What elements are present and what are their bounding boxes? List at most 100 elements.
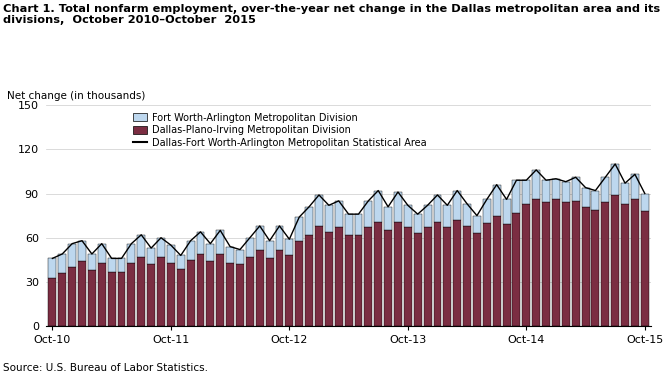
Bar: [305, 207, 313, 235]
Bar: [118, 272, 125, 326]
Bar: [68, 267, 76, 326]
Bar: [246, 257, 254, 326]
Bar: [256, 226, 264, 249]
Bar: [197, 254, 205, 326]
Bar: [641, 211, 649, 326]
Bar: [384, 207, 392, 230]
Bar: [187, 241, 195, 260]
Bar: [78, 241, 86, 261]
Bar: [592, 190, 600, 210]
Bar: [365, 201, 373, 227]
Bar: [612, 164, 619, 195]
Dallas-Fort Worth-Arlington Metropolitan Statistical Area: [562, 180, 570, 184]
Bar: [266, 258, 274, 326]
Bar: [345, 235, 353, 326]
Bar: [266, 241, 274, 258]
Bar: [562, 182, 570, 203]
Bar: [236, 264, 244, 326]
Bar: [641, 194, 649, 211]
Bar: [216, 254, 224, 326]
Bar: [483, 200, 491, 223]
Bar: [147, 248, 155, 264]
Bar: [325, 205, 333, 232]
Bar: [108, 272, 116, 326]
Bar: [493, 216, 501, 326]
Bar: [424, 227, 432, 326]
Dallas-Fort Worth-Arlington Metropolitan Statistical Area: [611, 162, 619, 166]
Bar: [286, 255, 293, 326]
Bar: [157, 257, 165, 326]
Bar: [98, 244, 106, 263]
Bar: [473, 233, 481, 326]
Bar: [355, 235, 363, 326]
Bar: [108, 258, 116, 272]
Bar: [78, 261, 86, 326]
Bar: [355, 214, 363, 235]
Bar: [394, 222, 402, 326]
Bar: [157, 238, 165, 257]
Bar: [572, 177, 580, 201]
Line: Dallas-Fort Worth-Arlington Metropolitan Statistical Area: Dallas-Fort Worth-Arlington Metropolitan…: [52, 164, 645, 258]
Bar: [463, 204, 471, 226]
Bar: [345, 214, 353, 235]
Bar: [404, 205, 412, 227]
Bar: [552, 200, 560, 326]
Bar: [335, 227, 343, 326]
Bar: [305, 235, 313, 326]
Legend: Fort Worth-Arlington Metropolitan Division, Dallas-Plano-Irving Metropolitan Div: Fort Worth-Arlington Metropolitan Divisi…: [130, 110, 430, 150]
Bar: [473, 216, 481, 233]
Bar: [177, 255, 185, 269]
Bar: [542, 202, 550, 326]
Bar: [582, 188, 590, 207]
Bar: [533, 170, 540, 200]
Bar: [414, 214, 422, 233]
Bar: [276, 249, 284, 326]
Bar: [483, 223, 491, 326]
Bar: [444, 205, 452, 227]
Dallas-Fort Worth-Arlington Metropolitan Statistical Area: [404, 203, 412, 207]
Bar: [286, 239, 293, 255]
Bar: [424, 205, 432, 227]
Bar: [562, 202, 570, 326]
Bar: [374, 190, 382, 222]
Bar: [147, 264, 155, 326]
Bar: [631, 174, 639, 200]
Bar: [513, 180, 521, 213]
Bar: [315, 195, 323, 226]
Bar: [137, 257, 145, 326]
Bar: [463, 226, 471, 326]
Bar: [118, 258, 125, 272]
Bar: [335, 201, 343, 227]
Bar: [187, 260, 195, 326]
Bar: [246, 238, 254, 257]
Bar: [394, 192, 402, 222]
Bar: [256, 249, 264, 326]
Bar: [177, 269, 185, 326]
Bar: [295, 241, 303, 326]
Bar: [315, 226, 323, 326]
Text: Source: U.S. Bureau of Labor Statistics.: Source: U.S. Bureau of Labor Statistics.: [3, 363, 208, 373]
Bar: [197, 232, 205, 254]
Bar: [552, 179, 560, 200]
Bar: [98, 263, 106, 326]
Bar: [48, 278, 56, 326]
Bar: [276, 226, 284, 249]
Bar: [523, 180, 531, 204]
Bar: [602, 202, 610, 326]
Bar: [493, 184, 501, 216]
Bar: [533, 200, 540, 326]
Bar: [621, 204, 629, 326]
Bar: [58, 254, 66, 273]
Bar: [88, 270, 96, 326]
Bar: [365, 227, 373, 326]
Bar: [374, 222, 382, 326]
Bar: [414, 233, 422, 326]
Bar: [513, 213, 521, 326]
Bar: [503, 225, 511, 326]
Bar: [207, 244, 214, 261]
Bar: [621, 183, 629, 204]
Bar: [167, 263, 175, 326]
Bar: [572, 201, 580, 326]
Bar: [404, 227, 412, 326]
Bar: [444, 227, 452, 326]
